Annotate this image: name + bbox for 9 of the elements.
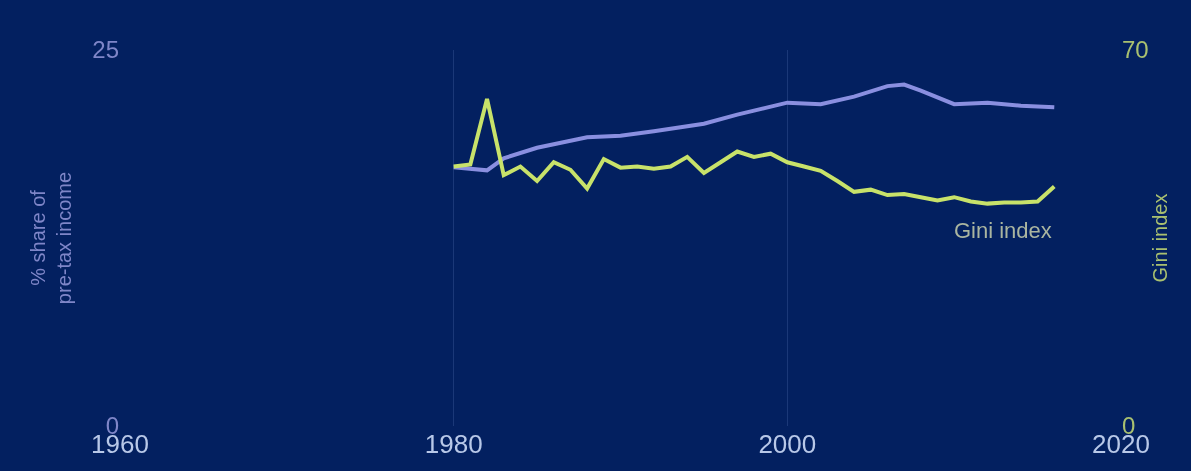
- y-axis-title: % share of pre-tax income: [26, 171, 75, 305]
- y-tick-label: 25: [92, 36, 119, 64]
- x-tick-label: 1980: [424, 429, 483, 459]
- y2-axis-title: Gini index: [1149, 193, 1172, 283]
- x-tick-label: 2000: [758, 429, 817, 459]
- line-series: [451, 82, 1057, 173]
- y2-tick-label: 70: [1122, 36, 1149, 64]
- line-series: [451, 96, 1057, 206]
- series-label: Gini index: [954, 218, 1052, 243]
